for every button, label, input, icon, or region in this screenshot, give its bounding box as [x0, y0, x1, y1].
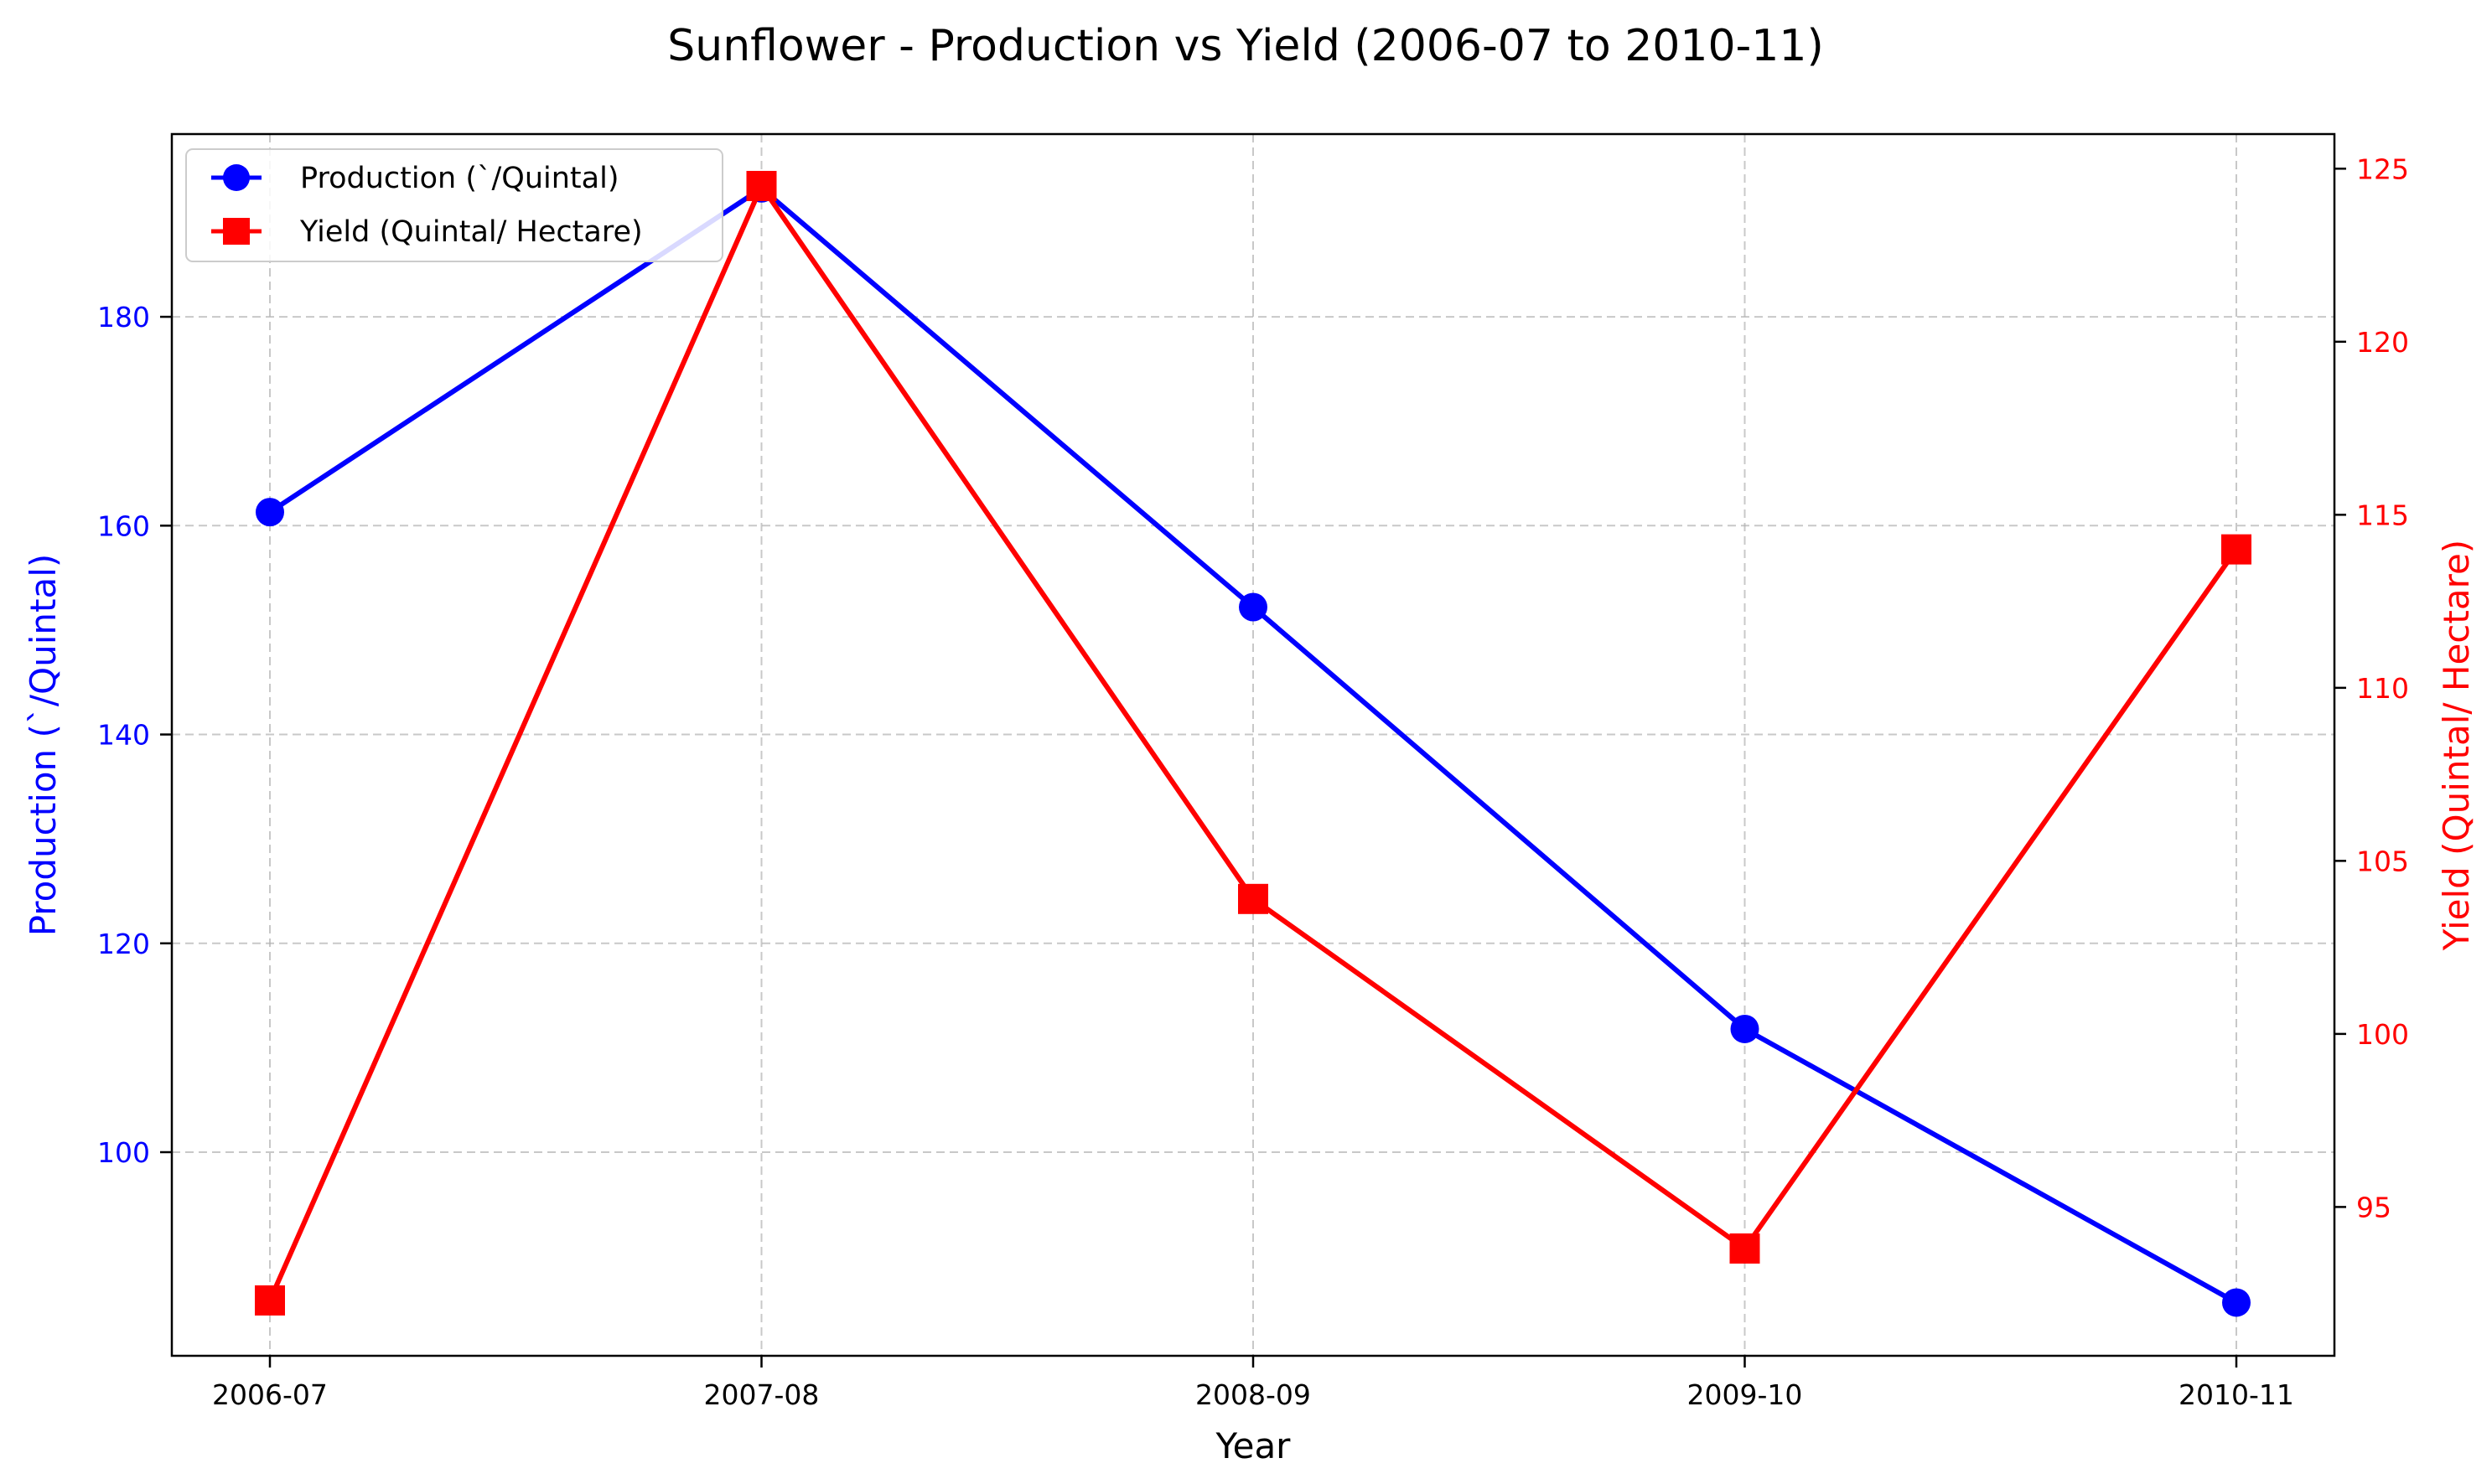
chart-title: Sunflower - Production vs Yield (2006-07… [667, 21, 1824, 71]
x-tick-label: 2008-09 [1195, 1378, 1311, 1411]
left-y-tick-label: 120 [97, 928, 150, 960]
legend: Production (`/Quintal) Yield (Quintal/ H… [185, 148, 723, 262]
data-point-production [1239, 592, 1267, 622]
series-layer [255, 170, 2251, 1317]
left-y-tick-label: 100 [97, 1136, 150, 1169]
grid-lines [172, 134, 2334, 1356]
legend-box [185, 148, 723, 262]
data-point-production [2222, 1288, 2251, 1317]
x-axis-label: Year [1215, 1425, 1292, 1466]
legend-label-yield: Yield (Quintal/ Hectare) [299, 215, 643, 249]
data-point-yield [1238, 883, 1268, 914]
legend-entry-yield: Yield (Quintal/ Hectare) [211, 215, 643, 249]
left-y-tick-label: 140 [97, 719, 150, 752]
data-point-yield [746, 170, 777, 201]
data-point-yield [255, 1285, 285, 1316]
legend-entry-production: Production (`/Quintal) [211, 162, 619, 195]
right-y-tick-label: 120 [2356, 326, 2409, 359]
right-y-tick-label: 125 [2356, 153, 2409, 185]
right-y-tick-label: 100 [2356, 1018, 2409, 1051]
data-point-production [256, 498, 284, 527]
legend-label-production: Production (`/Quintal) [300, 162, 619, 195]
legend-marker-yield [223, 218, 250, 245]
right-y-axis-label: Yield (Quintal/ Hectare) [2436, 540, 2477, 951]
x-tick-label: 2010-11 [2179, 1378, 2294, 1411]
right-y-axis-ticks: 95 100 105 110 115 120 125 [2334, 153, 2409, 1223]
right-y-tick-label: 110 [2356, 672, 2409, 705]
data-point-yield [1729, 1233, 1760, 1264]
left-y-axis-label: Production (`/Quintal) [23, 554, 64, 937]
right-y-tick-label: 95 [2356, 1191, 2391, 1223]
x-tick-label: 2006-07 [212, 1378, 328, 1411]
x-tick-label: 2007-08 [704, 1378, 820, 1411]
left-y-tick-label: 180 [97, 301, 150, 334]
left-y-axis-ticks: 100 120 140 160 180 [97, 301, 172, 1169]
right-y-tick-label: 105 [2356, 845, 2409, 877]
left-y-tick-label: 160 [97, 509, 150, 542]
x-tick-label: 2009-10 [1687, 1378, 1803, 1411]
right-y-tick-label: 115 [2356, 499, 2409, 531]
data-point-yield [2221, 534, 2251, 565]
legend-marker-production [223, 164, 250, 191]
x-axis-ticks: 2006-07 2007-08 2008-09 2009-10 2010-11 [212, 1356, 2294, 1411]
data-point-production [1730, 1014, 1759, 1043]
